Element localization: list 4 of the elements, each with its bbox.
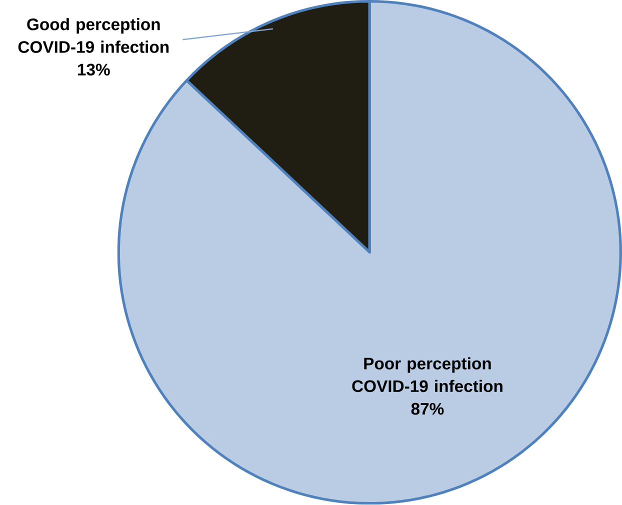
slice-label: Poor perception COVID-19 infection — [352, 357, 502, 392]
slice-label: Good perception COVID-19 infection — [18, 18, 169, 54]
data-label: 87% — [411, 403, 444, 415]
data-label: 13% — [78, 64, 110, 76]
